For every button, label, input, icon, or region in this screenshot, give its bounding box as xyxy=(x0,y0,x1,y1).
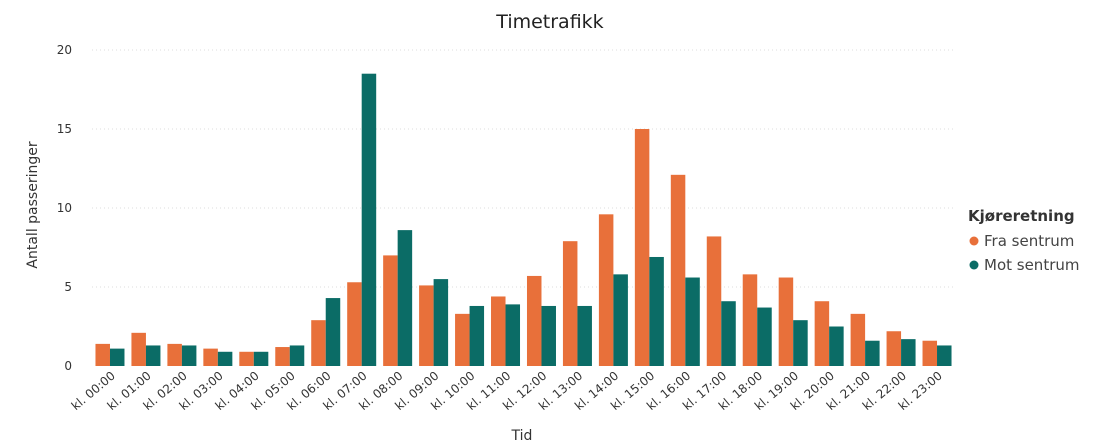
bar-mot-sentrum xyxy=(757,307,772,366)
bar-fra-sentrum xyxy=(778,277,794,366)
bar-mot-sentrum xyxy=(181,345,197,366)
bar-mot-sentrum xyxy=(577,305,592,366)
bar-mot-sentrum xyxy=(505,304,521,366)
y-tick-label: 20 xyxy=(57,43,72,57)
y-axis-label: Antall passeringer xyxy=(25,141,41,268)
bars xyxy=(95,73,952,366)
bar-mot-sentrum xyxy=(289,345,305,366)
bar-fra-sentrum xyxy=(742,274,758,366)
chart-title: Timetrafikk xyxy=(495,11,603,33)
bar-mot-sentrum xyxy=(433,279,449,366)
bar-mot-sentrum xyxy=(361,73,377,366)
bar-mot-sentrum xyxy=(397,230,413,366)
bar-fra-sentrum xyxy=(886,331,902,366)
bar-fra-sentrum xyxy=(455,313,470,366)
bar-fra-sentrum xyxy=(922,340,938,366)
bar-fra-sentrum xyxy=(598,214,614,366)
y-tick-label: 10 xyxy=(57,201,72,215)
legend-item-label: Mot sentrum xyxy=(984,256,1080,274)
y-tick-label: 15 xyxy=(57,122,72,136)
bar-fra-sentrum xyxy=(706,236,722,366)
bar-mot-sentrum xyxy=(145,345,161,366)
bar-mot-sentrum xyxy=(217,351,233,366)
bar-fra-sentrum xyxy=(95,343,110,366)
bar-mot-sentrum xyxy=(541,305,556,366)
bar-fra-sentrum xyxy=(491,296,506,366)
bar-mot-sentrum xyxy=(793,320,808,366)
bar-fra-sentrum xyxy=(167,343,182,366)
y-axis-ticks: 0 5 10 15 20 xyxy=(57,43,72,373)
bar-fra-sentrum xyxy=(347,282,362,366)
bar-fra-sentrum xyxy=(634,129,650,366)
bar-mot-sentrum xyxy=(937,345,952,366)
legend-marker xyxy=(969,236,979,246)
bar-mot-sentrum xyxy=(865,340,880,366)
bar-fra-sentrum xyxy=(526,275,542,366)
bar-fra-sentrum xyxy=(275,347,290,366)
bar-fra-sentrum xyxy=(562,241,578,366)
legend-item-label: Fra sentrum xyxy=(984,232,1074,250)
legend-title: Kjøreretning xyxy=(968,207,1075,225)
bar-mot-sentrum xyxy=(829,326,844,366)
y-tick-label: 5 xyxy=(64,280,72,294)
bar-mot-sentrum xyxy=(613,274,628,366)
bar-fra-sentrum xyxy=(131,332,146,366)
bar-fra-sentrum xyxy=(383,255,398,366)
bar-mot-sentrum xyxy=(469,305,485,366)
bar-mot-sentrum xyxy=(685,277,700,366)
bar-mot-sentrum xyxy=(109,348,125,366)
x-axis-label: Tid xyxy=(511,428,533,444)
bar-fra-sentrum xyxy=(419,285,434,366)
grid-lines xyxy=(92,49,955,288)
bar-fra-sentrum xyxy=(239,351,254,366)
bar-mot-sentrum xyxy=(901,339,916,366)
bar-mot-sentrum xyxy=(325,298,341,366)
bar-fra-sentrum xyxy=(814,301,830,366)
legend: Kjøreretning Fra sentrum Mot sentrum xyxy=(968,207,1080,274)
legend-marker xyxy=(969,260,979,270)
bar-mot-sentrum xyxy=(649,256,664,366)
bar-fra-sentrum xyxy=(203,348,218,366)
y-tick-label: 0 xyxy=(64,359,72,373)
bar-fra-sentrum xyxy=(850,313,866,366)
bar-fra-sentrum xyxy=(311,320,326,366)
bar-mot-sentrum xyxy=(721,301,736,366)
bar-mot-sentrum xyxy=(253,351,269,366)
bar-fra-sentrum xyxy=(670,174,686,366)
